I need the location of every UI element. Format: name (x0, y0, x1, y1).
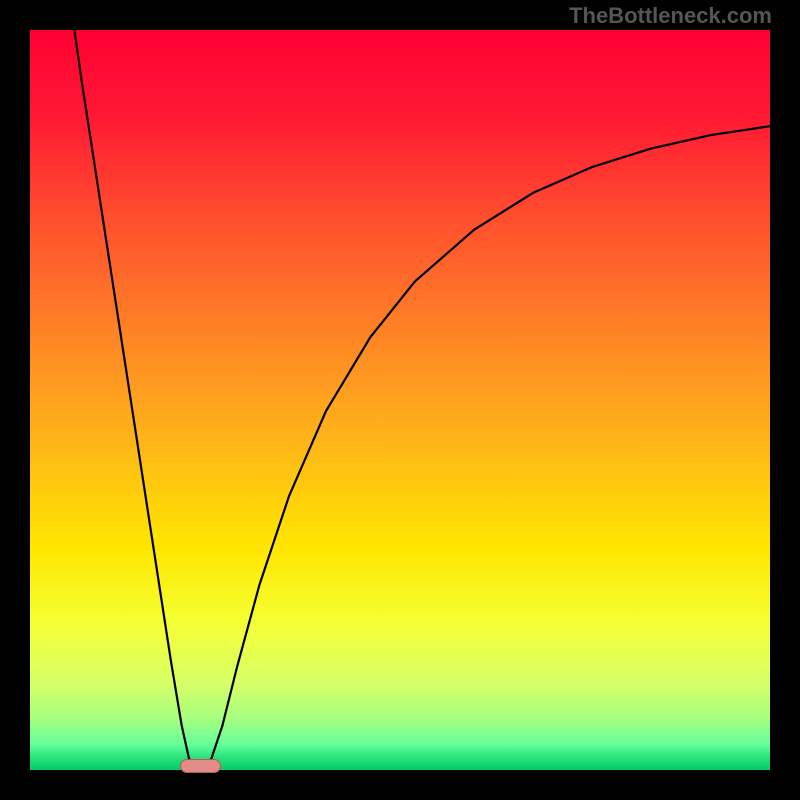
watermark-text: TheBottleneck.com (569, 3, 772, 29)
bottleneck-chart: TheBottleneck.com (0, 0, 800, 800)
plot-area (30, 30, 770, 770)
curve-layer (30, 30, 770, 770)
bottleneck-curve (74, 30, 770, 766)
optimal-marker (180, 759, 221, 774)
